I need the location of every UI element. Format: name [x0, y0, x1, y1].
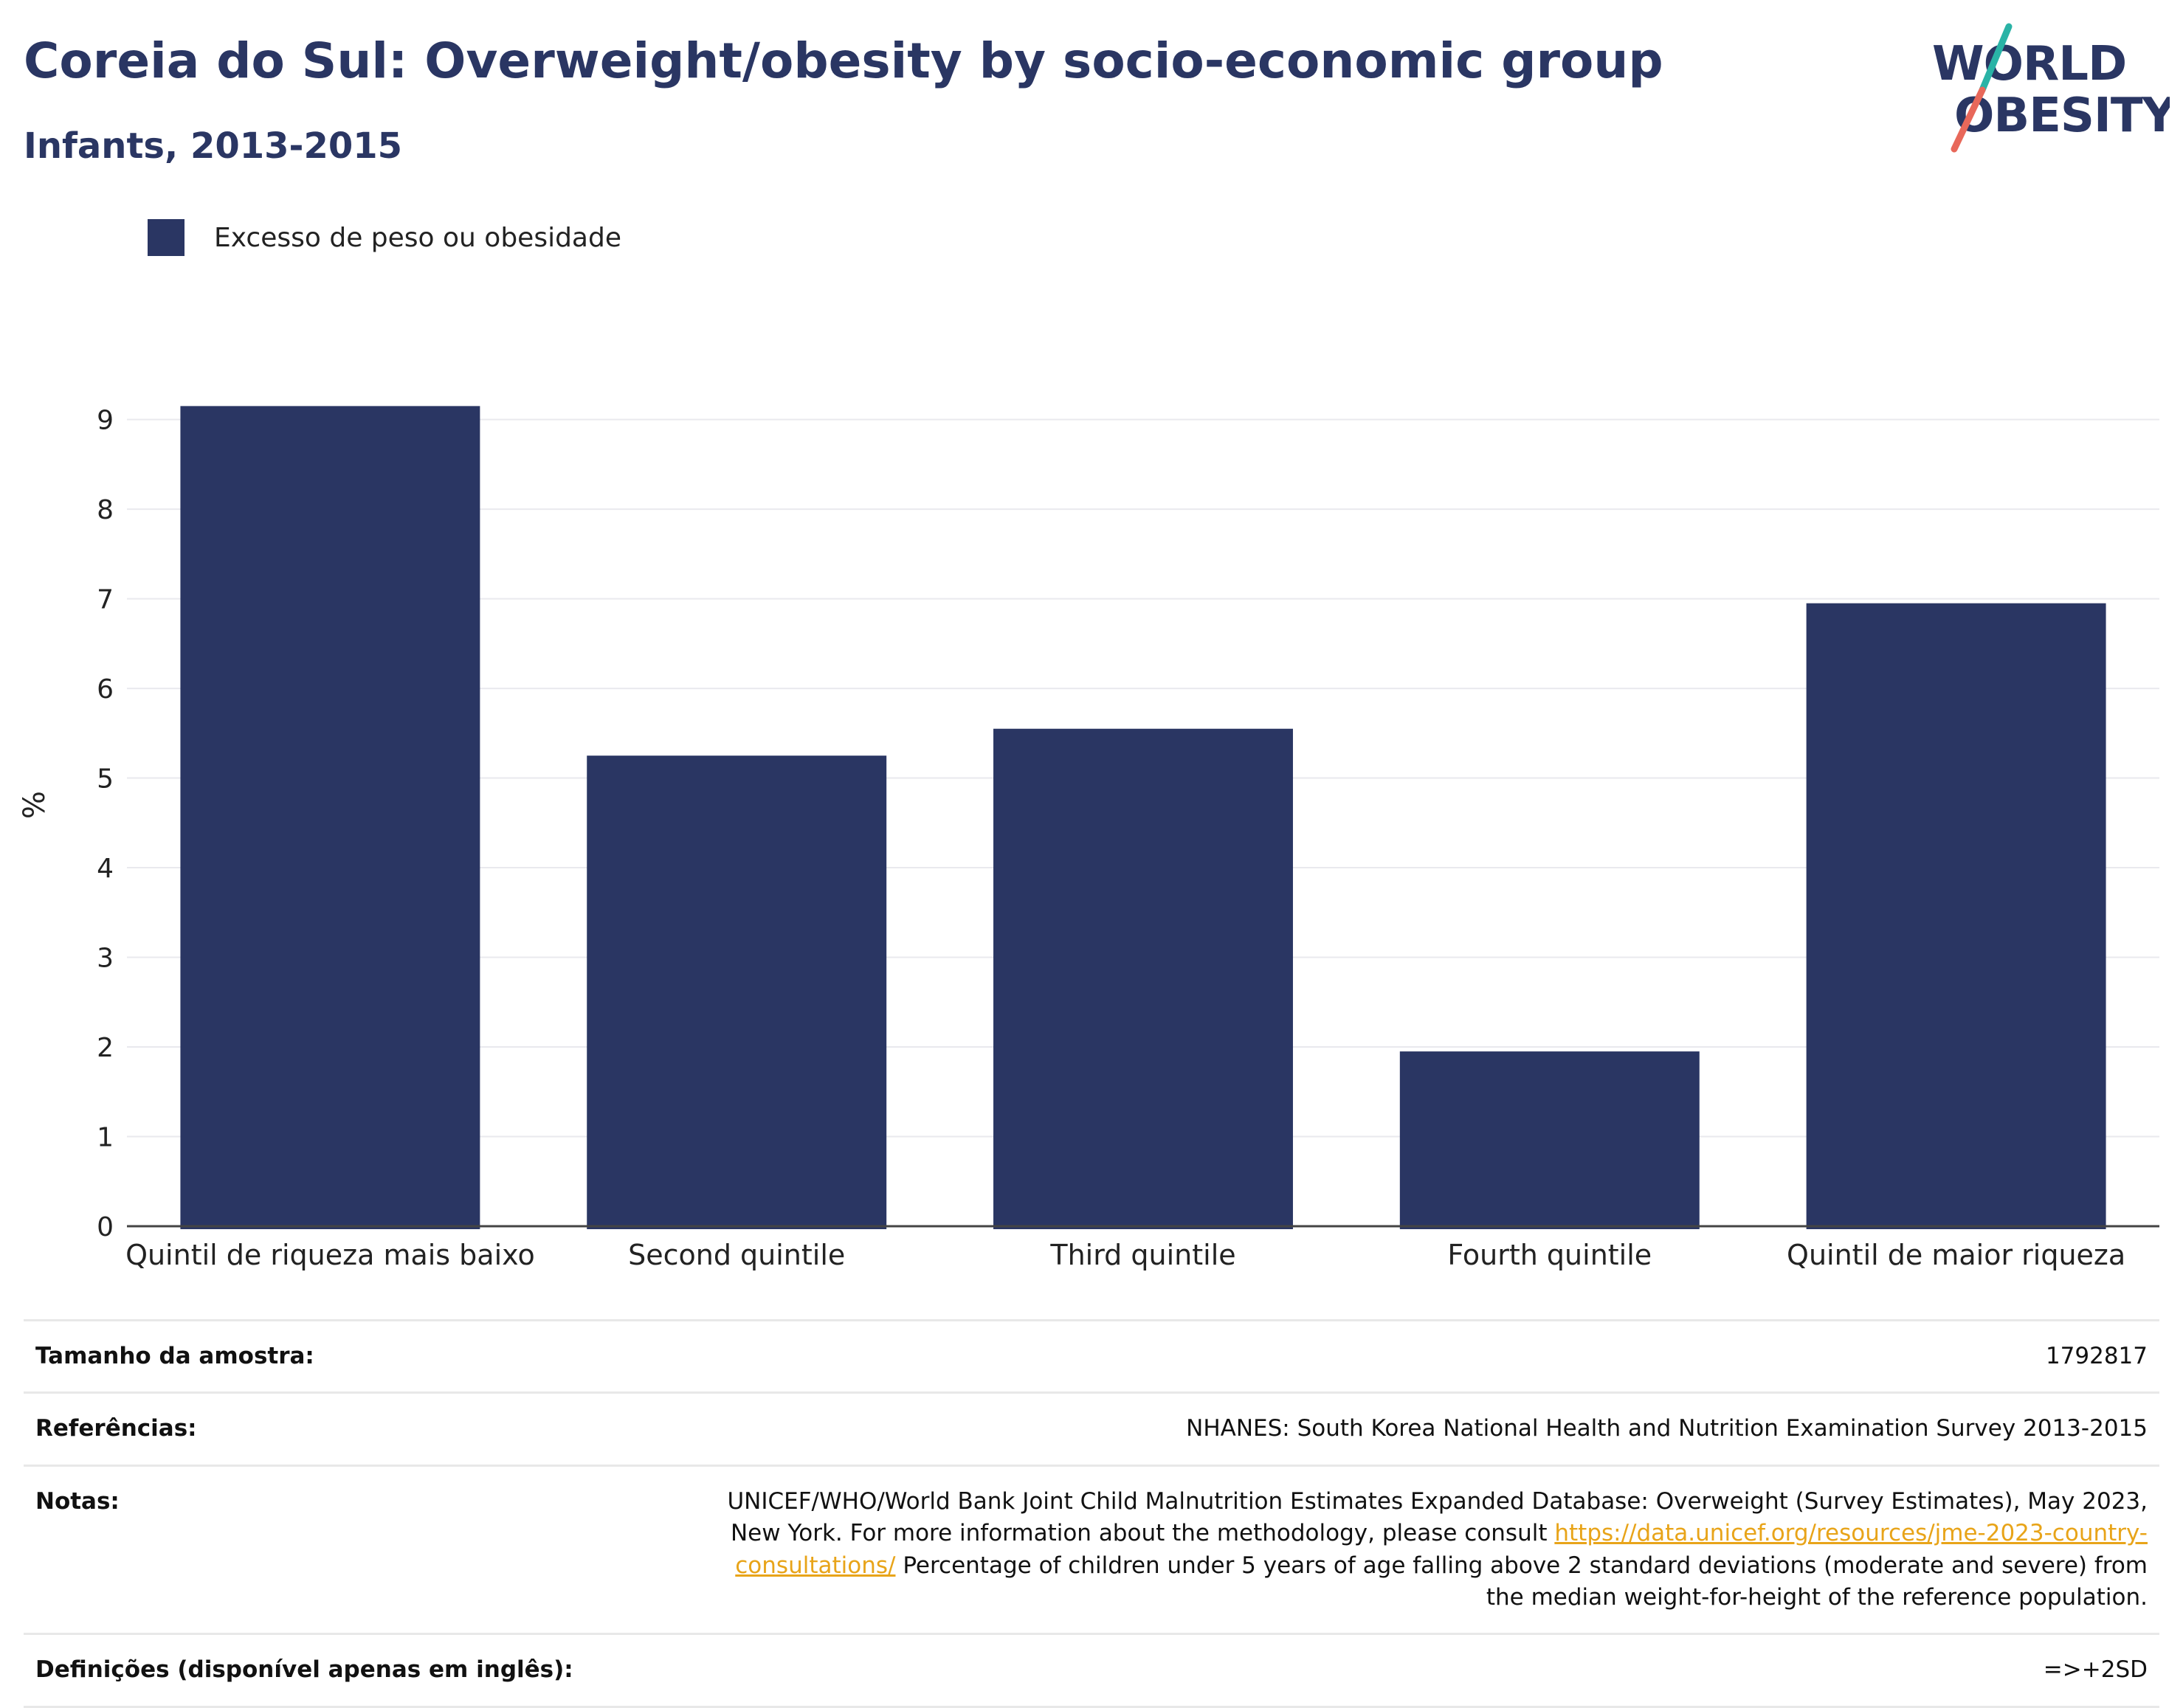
- page-title: Coreia do Sul: Overweight/obesity by soc…: [24, 32, 1663, 89]
- y-tick-label: 3: [97, 944, 114, 974]
- notes-row: Notas: UNICEF/WHO/World Bank Joint Child…: [24, 1464, 2159, 1636]
- references-label: Referências:: [24, 1391, 711, 1467]
- sample-size-label: Tamanho da amostra:: [24, 1318, 711, 1394]
- chart-legend: Excesso de peso ou obesidade: [148, 218, 621, 257]
- logo-line2: OBESITY: [1954, 89, 2170, 143]
- x-tick-label: Second quintile: [628, 1239, 845, 1271]
- bar[interactable]: [1399, 1051, 1700, 1229]
- legend-swatch[interactable]: [148, 219, 184, 256]
- y-tick-label: 8: [97, 495, 114, 525]
- sample-size-value: 1792817: [711, 1318, 2159, 1394]
- logo-slash-top: [1979, 23, 2013, 94]
- y-tick-label: 4: [97, 854, 114, 884]
- legend-label[interactable]: Excesso de peso ou obesidade: [214, 222, 621, 253]
- methodology-link[interactable]: https://data.unicef.org/resources/jme-20…: [735, 1520, 2148, 1579]
- bar[interactable]: [1806, 603, 2106, 1229]
- bar[interactable]: [180, 406, 480, 1229]
- x-tick-label: Quintil de riqueza mais baixo: [125, 1239, 535, 1271]
- info-table: Tamanho da amostra: 1792817 Referências:…: [24, 1318, 2159, 1708]
- y-tick-label: 0: [97, 1212, 114, 1242]
- x-tick-label: Quintil de maior riqueza: [1787, 1239, 2125, 1271]
- y-tick-label: 9: [97, 406, 114, 436]
- logo-line1: WORLD: [1932, 37, 2126, 91]
- y-tick-label: 1: [97, 1123, 114, 1153]
- sample-size-row: Tamanho da amostra: 1792817: [24, 1318, 2159, 1394]
- references-row: Referências: NHANES: South Korea Nationa…: [24, 1391, 2159, 1467]
- y-tick-label: 5: [97, 764, 114, 795]
- y-axis-title: %: [18, 791, 52, 819]
- world-obesity-logo: WORLD OBESITY: [1932, 23, 2170, 153]
- notes-label: Notas:: [24, 1464, 711, 1636]
- bar-chart: 0 1 2 3 4 5 6 7 8 9 Quintil de riqueza mais baixo S…: [18, 406, 2159, 1271]
- y-tick-label: 7: [97, 585, 114, 615]
- logo-slash-bottom: [1951, 86, 1986, 153]
- bar[interactable]: [587, 756, 887, 1229]
- bar[interactable]: [993, 728, 1293, 1229]
- notes-text-2: Percentage of children under 5 years of …: [895, 1552, 2148, 1611]
- definitions-row: Definições (disponível apenas em inglês)…: [24, 1633, 2159, 1708]
- references-value: NHANES: South Korea National Health and …: [711, 1391, 2159, 1467]
- notes-value: UNICEF/WHO/World Bank Joint Child Malnut…: [711, 1464, 2159, 1636]
- y-tick-label: 6: [97, 674, 114, 705]
- x-tick-label: Third quintile: [1049, 1239, 1235, 1271]
- notes-text-1: UNICEF/WHO/World Bank Joint Child Malnut…: [727, 1487, 2148, 1547]
- x-tick-label: Fourth quintile: [1447, 1239, 1652, 1271]
- definitions-label: Definições (disponível apenas em inglês)…: [24, 1633, 711, 1708]
- page-subtitle: Infants, 2013-2015: [24, 125, 403, 167]
- definitions-value: =>+2SD: [711, 1633, 2159, 1708]
- y-tick-label: 2: [97, 1033, 114, 1063]
